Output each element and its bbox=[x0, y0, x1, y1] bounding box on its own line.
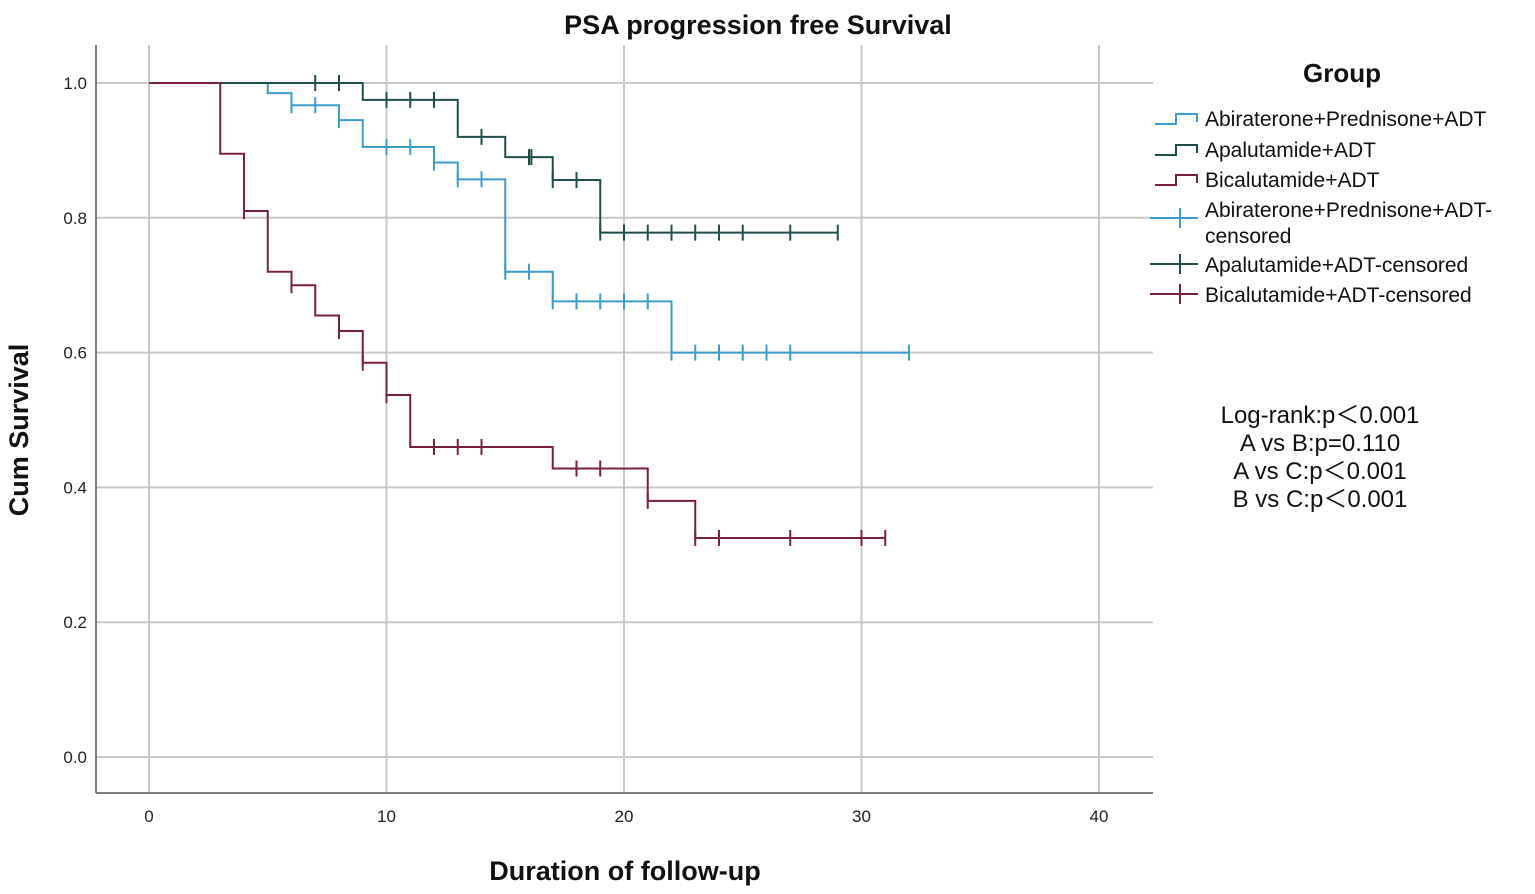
series-2 bbox=[149, 82, 887, 546]
x-axis-label: Duration of follow-up bbox=[489, 856, 760, 886]
x-tick-label: 40 bbox=[1090, 807, 1109, 826]
annotation-a-vs-b: A vs B:p=0.110 bbox=[1240, 430, 1400, 457]
y-tick-label: 0.8 bbox=[63, 209, 87, 228]
legend-censor-icon-bicalutamide bbox=[1150, 284, 1198, 304]
annotation-b-vs-c: B vs C:p＜0.001 bbox=[1233, 486, 1408, 513]
series-0 bbox=[149, 82, 910, 361]
survival-curve-line bbox=[149, 82, 886, 539]
survival-curves bbox=[149, 75, 910, 546]
gridlines bbox=[96, 45, 1153, 793]
legend-censor-icon-abiraterone bbox=[1150, 208, 1198, 228]
legend-label-apalutamide: Apalutamide+ADT bbox=[1205, 139, 1376, 162]
legend-label-abiraterone: Abiraterone+Prednisone+ADT bbox=[1205, 108, 1487, 131]
annotation-logrank: Log-rank:p＜0.001 bbox=[1221, 402, 1420, 429]
legend-label-bicalutamide: Bicalutamide+ADT bbox=[1205, 169, 1380, 192]
survival-curve-line bbox=[149, 82, 838, 234]
x-tick-label: 20 bbox=[615, 807, 634, 826]
x-tick-label: 10 bbox=[377, 807, 396, 826]
annotation-a-vs-c: A vs C:p＜0.001 bbox=[1233, 458, 1406, 485]
tick-labels: 0 10 20 30 40 0.0 0.2 0.4 0.6 0.8 1.0 bbox=[63, 74, 1108, 826]
legend-step-icon-apalutamide bbox=[1155, 144, 1198, 156]
legend-censor-icon-apalutamide bbox=[1150, 254, 1198, 274]
y-tick-label: 0.6 bbox=[63, 344, 87, 363]
legend-title: Group bbox=[1303, 58, 1381, 88]
x-tick-label: 0 bbox=[144, 807, 153, 826]
legend-step-icon-bicalutamide bbox=[1155, 174, 1198, 186]
y-tick-label: 1.0 bbox=[63, 74, 87, 93]
chart-title: PSA progression free Survival bbox=[564, 10, 952, 40]
legend-label-bicalutamide-censored: Bicalutamide+ADT-censored bbox=[1205, 284, 1472, 307]
x-tick-label: 30 bbox=[852, 807, 871, 826]
legend-label-abiraterone-censored: Abiraterone+Prednisone+ADT- bbox=[1205, 199, 1492, 222]
y-tick-label: 0.2 bbox=[63, 613, 87, 632]
series-1 bbox=[149, 75, 839, 241]
pvalue-annotations: Log-rank:p＜0.001 A vs B:p=0.110 A vs C:p… bbox=[1221, 402, 1420, 513]
y-tick-label: 0.0 bbox=[63, 748, 87, 767]
y-axis-label: Cum Survival bbox=[4, 344, 34, 517]
y-tick-label: 0.4 bbox=[63, 478, 87, 497]
legend: Group Abiraterone+Prednisone+ADT Apaluta… bbox=[1150, 58, 1492, 307]
legend-label-apalutamide-censored: Apalutamide+ADT-censored bbox=[1205, 254, 1468, 277]
legend-label-abiraterone-censored-cont: censored bbox=[1205, 225, 1291, 248]
legend-step-icon-abiraterone bbox=[1155, 113, 1198, 125]
